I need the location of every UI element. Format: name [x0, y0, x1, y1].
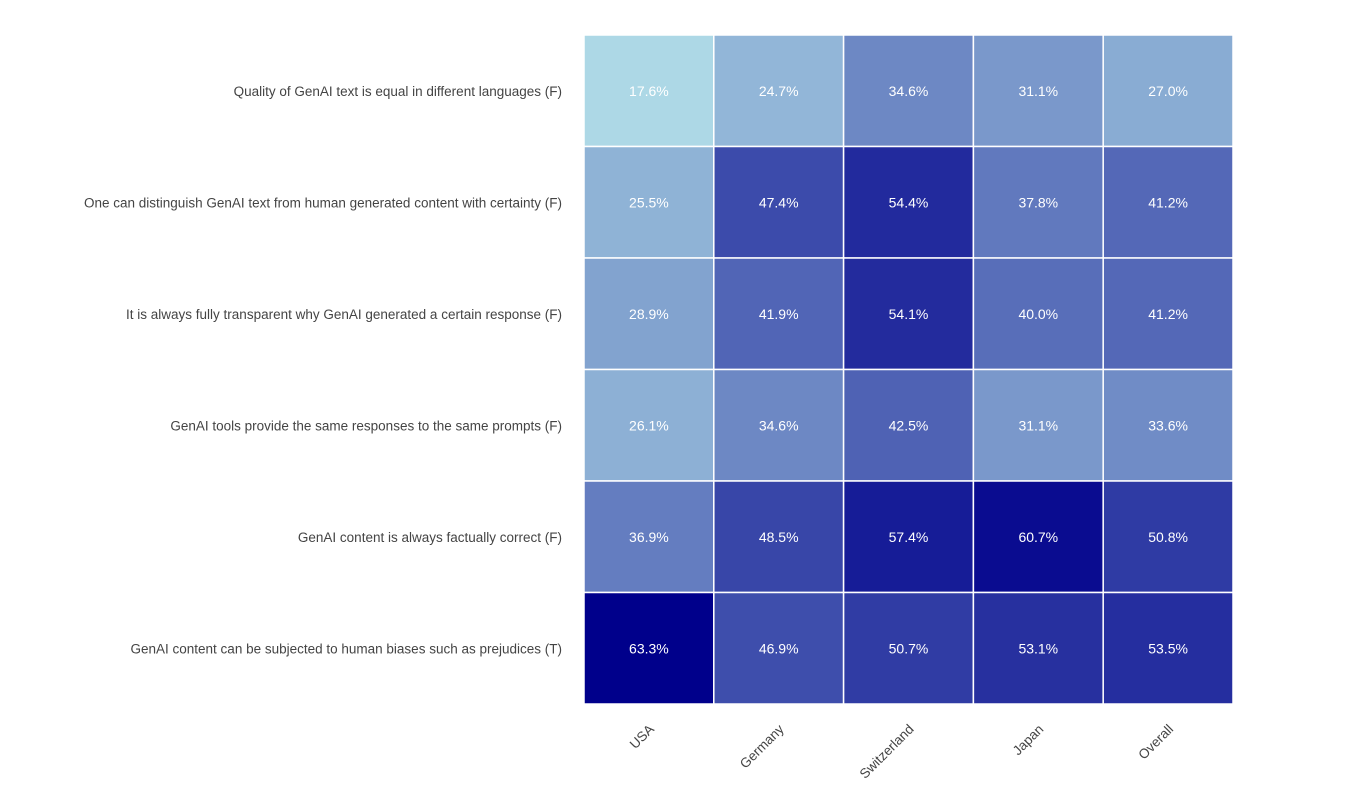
heatmap-cell: [842, 368, 975, 482]
heatmap-cell: [583, 34, 715, 148]
heatmap-cell: [842, 257, 975, 371]
row-label: Quality of GenAI text is equal in differ…: [234, 84, 562, 99]
row-label: It is always fully transparent why GenAI…: [126, 307, 562, 322]
cell-value-label: 28.9%: [629, 306, 669, 322]
heatmap-cell: [1102, 591, 1234, 705]
cell-value-label: 24.7%: [759, 83, 799, 99]
heatmap-cell: [583, 145, 715, 259]
cell-value-label: 47.4%: [759, 194, 799, 210]
heatmap-cell: [972, 368, 1104, 482]
cell-value-label: 48.5%: [759, 529, 799, 545]
heatmap-cell: [972, 591, 1104, 705]
cell-value-label: 41.9%: [759, 306, 799, 322]
cell-value-label: 41.2%: [1148, 194, 1188, 210]
heatmap-cell: [842, 591, 975, 705]
column-labels: USA Germany Switzerland Japan Overall: [627, 721, 1176, 781]
cell-value-label: 37.8%: [1018, 194, 1058, 210]
cell-value-label: 33.6%: [1148, 417, 1188, 433]
row-label: GenAI content is always factually correc…: [298, 530, 562, 545]
row-label: One can distinguish GenAI text from huma…: [84, 195, 562, 210]
heatmap-cell: [713, 257, 845, 371]
cell-value-label: 34.6%: [759, 417, 799, 433]
cell-value-label: 31.1%: [1018, 83, 1058, 99]
cell-value-label: 41.2%: [1148, 306, 1188, 322]
cell-value-label: 54.1%: [889, 306, 929, 322]
cell-value-label: 53.1%: [1018, 640, 1058, 656]
row-labels: Quality of GenAI text is equal in differ…: [84, 84, 562, 657]
cell-value-label: 50.8%: [1148, 529, 1188, 545]
heatmap-cell: [713, 480, 845, 594]
column-label: Germany: [737, 721, 787, 771]
column-label: USA: [627, 722, 657, 752]
cell-value-label: 34.6%: [889, 83, 929, 99]
cell-value-label: 53.5%: [1148, 640, 1188, 656]
heatmap-cell: [713, 591, 845, 705]
heatmap-cell: [1102, 257, 1234, 371]
heatmap-cell: [583, 480, 715, 594]
row-label: GenAI content can be subjected to human …: [131, 641, 563, 656]
cell-value-label: 25.5%: [629, 194, 669, 210]
cell-value-label: 60.7%: [1018, 529, 1058, 545]
cell-value-label: 42.5%: [889, 417, 929, 433]
cell-value-label: 31.1%: [1018, 417, 1058, 433]
cell-value-label: 36.9%: [629, 529, 669, 545]
cell-value-label: 26.1%: [629, 417, 669, 433]
heatmap-cell: [1102, 368, 1234, 482]
column-label: Overall: [1135, 722, 1176, 763]
column-label: Japan: [1010, 722, 1047, 759]
heatmap-cell: [713, 34, 845, 148]
cell-value-label: 57.4%: [889, 529, 929, 545]
heatmap-cell: [1102, 145, 1234, 259]
cell-value-label: 54.4%: [889, 194, 929, 210]
heatmap-cell: [713, 368, 845, 482]
column-label: Switzerland: [857, 722, 917, 782]
heatmap-cells: 17.6% 24.7% 34.6% 31.1% 27.0% 25.5% 47.4% 54.4%…: [583, 34, 1234, 705]
cell-value-label: 50.7%: [889, 640, 929, 656]
heatmap-cell: [1102, 34, 1234, 148]
cell-value-label: 63.3%: [629, 640, 669, 656]
cell-value-label: 46.9%: [759, 640, 799, 656]
cell-value-label: 27.0%: [1148, 83, 1188, 99]
heatmap-cell: [972, 257, 1104, 371]
cell-value-label: 40.0%: [1018, 306, 1058, 322]
row-label: GenAI tools provide the same responses t…: [170, 418, 562, 433]
heatmap-cell: [842, 34, 975, 148]
cell-value-label: 17.6%: [629, 83, 669, 99]
heatmap-cell: [972, 34, 1104, 148]
heatmap-cell: [842, 145, 975, 259]
heatmap-cell: [1102, 480, 1234, 594]
heatmap-cell: [842, 480, 975, 594]
heatmap-cell: [583, 368, 715, 482]
